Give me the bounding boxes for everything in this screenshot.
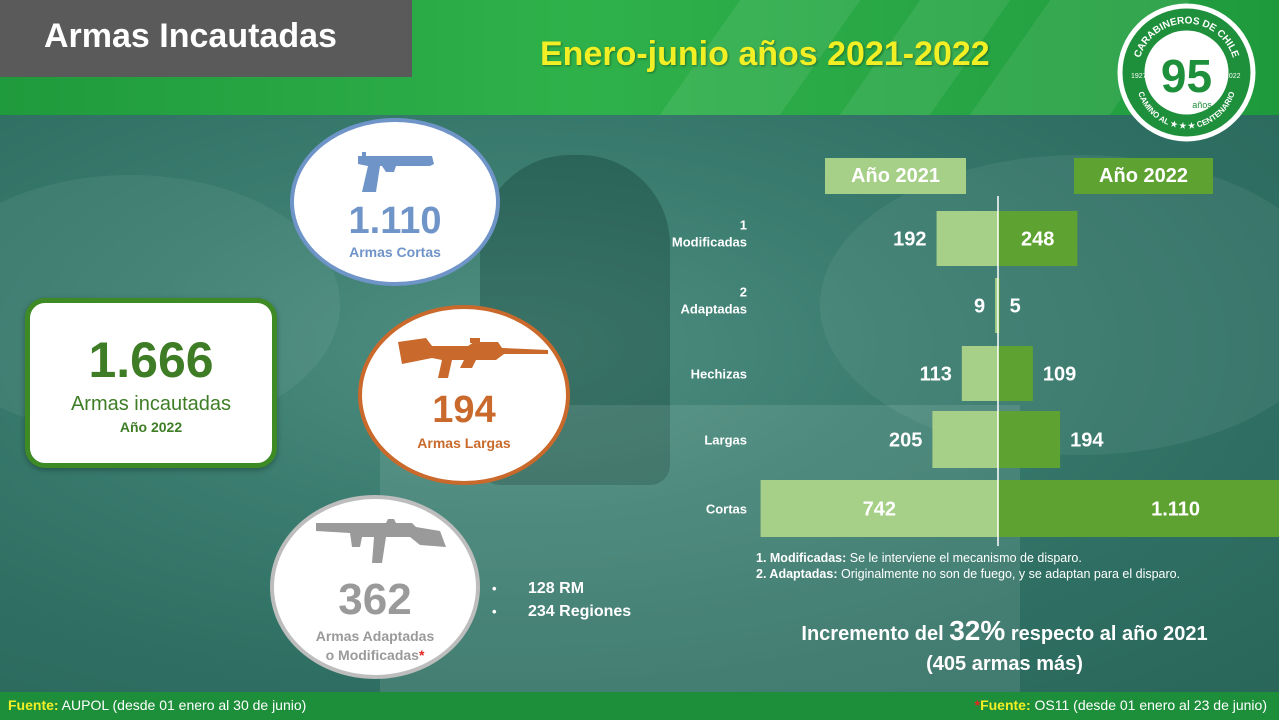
category-note-modificadas: 1: [740, 218, 747, 233]
value-label-2021-hechizas: 113: [920, 364, 952, 386]
bar-2022-cortas: [998, 480, 1279, 537]
category-label-adaptadas: Adaptadas: [681, 302, 747, 317]
bar-2022-largas: [998, 411, 1061, 468]
increment-statement: Incremento del 32% respecto al año 2021 …: [742, 616, 1267, 679]
breakdown-item-regiones: 234 Regiones: [492, 603, 631, 621]
modified-arms-value: 362: [338, 575, 412, 624]
modified-arms-label: Armas Adaptadas o Modificadas*: [274, 627, 476, 665]
submachine-gun-icon: [316, 519, 446, 563]
long-arms-value: 194: [432, 389, 496, 431]
long-arms-label: Armas Largas: [417, 435, 511, 451]
logo-years-word: años: [1192, 100, 1212, 110]
footnotes: 1. Modificadas: Se le interviene el meca…: [756, 550, 1226, 582]
bar-2022-modificadas: [998, 211, 1078, 266]
bar-2022-adaptadas: [998, 278, 1000, 333]
modified-arms-circle: 362 Armas Adaptadas o Modificadas*: [270, 495, 480, 679]
bar-2021-largas: [932, 411, 998, 468]
long-arms-circle: 194 Armas Largas: [358, 305, 570, 485]
total-value: 1.666: [88, 332, 214, 388]
footnote-adaptadas: 2. Adaptadas: Originalmente no son de fu…: [756, 567, 1181, 581]
breakdown-list: 128 RM 234 Regiones: [492, 580, 631, 626]
bar-2022-hechizas: [998, 346, 1033, 401]
bar-2021-adaptadas: [995, 278, 998, 333]
page-title: Armas Incautadas: [44, 17, 337, 55]
legend-year-2021: Año 2021: [825, 158, 966, 194]
value-label-2022-largas: 194: [1070, 430, 1104, 452]
value-label-2022-modificadas: 248: [1021, 229, 1054, 251]
category-label-largas: Largas: [704, 433, 747, 448]
value-label-2021-modificadas: 192: [893, 229, 926, 251]
value-label-2022-adaptadas: 5: [1010, 296, 1021, 318]
value-label-2021-cortas: 742: [863, 499, 896, 521]
category-label-hechizas: Hechizas: [691, 367, 747, 382]
short-arms-label: Armas Cortas: [349, 244, 441, 260]
bar-2021-cortas: [760, 480, 998, 537]
category-note-adaptadas: 2: [740, 285, 747, 300]
footer-bar: Fuente: AUPOL (desde 01 enero al 30 de j…: [0, 692, 1279, 720]
footnote-modificadas: 1. Modificadas: Se le interviene el meca…: [756, 551, 1082, 565]
value-label-2021-largas: 205: [889, 430, 922, 452]
short-arms-circle: 1.110 Armas Cortas: [290, 118, 500, 286]
modified-arms-label-line1: Armas Adaptadas: [315, 628, 435, 644]
modified-arms-label-line2: o Modificadas: [325, 647, 419, 663]
logo-number: 95: [1161, 50, 1212, 102]
breakdown-item-rm: 128 RM: [492, 580, 631, 598]
rifle-icon: [398, 338, 548, 378]
carabineros-95-logo: CARABINEROS DE CHILE CAMINO AL ★ ★ ★ CEN…: [1117, 3, 1256, 142]
photo-vehicle: [820, 155, 1279, 455]
value-label-2021-adaptadas: 9: [974, 296, 985, 318]
category-label-modificadas: Modificadas: [672, 235, 747, 250]
pistol-icon: [358, 152, 434, 192]
total-year: Año 2022: [119, 419, 183, 435]
total-card: 1.666 Armas incautadas Año 2022: [25, 298, 277, 468]
legend-year-2022: Año 2022: [1074, 158, 1213, 194]
footer-source-left: Fuente: AUPOL (desde 01 enero al 30 de j…: [8, 697, 307, 713]
page-subtitle: Enero-junio años 2021-2022: [540, 35, 990, 73]
title-box: Armas Incautadas: [0, 0, 412, 77]
logo-right-year: 2022: [1225, 73, 1241, 80]
footer-source-right: *Fuente: OS11 (desde 01 enero al 23 de j…: [974, 697, 1267, 713]
value-label-2022-cortas: 1.110: [1151, 499, 1200, 521]
total-label: Armas incautadas: [70, 393, 232, 415]
butterfly-bar-chart: 192 248 1 Modificadas 9 5 2 Adaptadas 113 109 Hech…: [672, 196, 1279, 546]
bar-2021-hechizas: [961, 346, 998, 401]
logo-left-year: 1927: [1131, 73, 1147, 80]
bar-2021-modificadas: [936, 211, 998, 266]
increment-percent: 32%: [949, 615, 1006, 646]
value-label-2022-hechizas: 109: [1043, 364, 1076, 386]
short-arms-value: 1.110: [348, 200, 442, 242]
category-label-cortas: Cortas: [706, 502, 747, 517]
modified-arms-asterisk: *: [418, 647, 425, 663]
increment-detail: (405 armas más): [926, 653, 1083, 675]
